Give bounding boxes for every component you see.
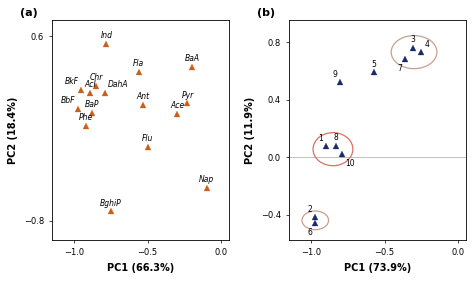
Text: DahA: DahA — [108, 80, 128, 89]
X-axis label: PC1 (66.3%): PC1 (66.3%) — [107, 263, 174, 273]
Text: Nap: Nap — [199, 175, 214, 184]
Text: Ant: Ant — [137, 92, 150, 101]
Text: AcI: AcI — [84, 80, 96, 89]
Text: Ind: Ind — [100, 31, 112, 40]
Text: BbF: BbF — [61, 96, 75, 105]
Text: Fla: Fla — [133, 59, 145, 68]
Text: 4: 4 — [424, 40, 429, 49]
Text: (b): (b) — [257, 8, 275, 18]
Text: 5: 5 — [372, 60, 377, 69]
Text: (a): (a) — [20, 8, 37, 18]
Text: 7: 7 — [397, 64, 402, 72]
Text: 9: 9 — [332, 70, 337, 79]
Text: 10: 10 — [345, 158, 355, 167]
Text: BghiP: BghiP — [100, 199, 122, 208]
Text: Chr: Chr — [89, 73, 103, 82]
Text: 8: 8 — [334, 133, 338, 142]
X-axis label: PC1 (73.9%): PC1 (73.9%) — [344, 263, 411, 273]
Text: Phe: Phe — [79, 113, 93, 122]
Text: Ace: Ace — [170, 101, 184, 110]
Text: 6: 6 — [308, 228, 312, 237]
Text: BaP: BaP — [84, 100, 99, 109]
Y-axis label: PC2 (18.4%): PC2 (18.4%) — [9, 97, 18, 164]
Text: 3: 3 — [410, 35, 415, 44]
Text: Pyr: Pyr — [182, 90, 193, 99]
Text: 2: 2 — [308, 205, 312, 214]
Y-axis label: PC2 (11.9%): PC2 (11.9%) — [246, 97, 255, 164]
Text: BaA: BaA — [184, 54, 200, 63]
Text: 1: 1 — [318, 134, 323, 143]
Text: BkF: BkF — [64, 77, 78, 86]
Text: Flu: Flu — [142, 134, 153, 143]
